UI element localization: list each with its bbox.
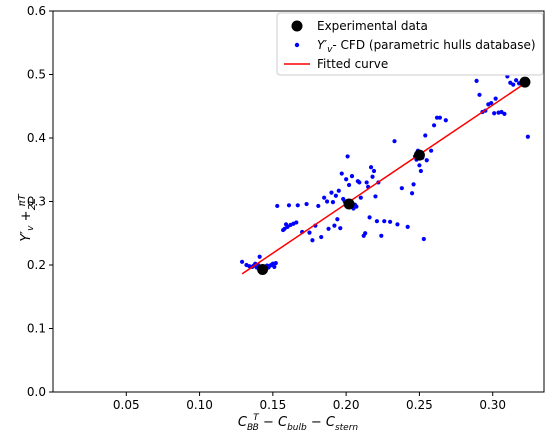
cfd-point <box>358 195 363 200</box>
y-tick-label: 0.0 <box>27 385 46 399</box>
cfd-point <box>335 217 340 222</box>
plot-area <box>239 74 531 275</box>
y-axis-label: Y′v + πT2L <box>17 193 38 241</box>
cfd-point <box>492 111 497 116</box>
cfd-point <box>399 186 404 191</box>
legend-label-fitted: Fitted curve <box>317 57 388 71</box>
legend-marker-cfd <box>294 42 300 48</box>
cfd-point <box>338 226 343 231</box>
cfd-point <box>418 168 423 174</box>
cfd-point <box>367 215 372 220</box>
cfd-point <box>354 204 359 209</box>
cfd-point <box>417 163 422 168</box>
cfd-point <box>370 174 375 179</box>
y-tick-label: 0.2 <box>27 258 46 272</box>
cfd-point <box>409 191 415 196</box>
cfd-point <box>405 224 410 229</box>
legend-marker-experimental <box>291 20 303 32</box>
cfd-point <box>373 194 378 199</box>
cfd-point <box>295 203 300 208</box>
cfd-point <box>332 223 337 228</box>
cfd-point <box>357 180 362 185</box>
cfd-point <box>379 233 384 238</box>
fitted-curve <box>241 82 526 275</box>
cfd-point <box>474 78 479 83</box>
axis-ticks: 0.05 0.10 0.15 0.20 0.25 0.30 0.0 0.1 0.2 0.3 0.4 0… <box>27 4 545 412</box>
y-tick-label: 0.4 <box>27 131 46 145</box>
legend-frame <box>276 12 544 76</box>
x-tick-label: 0.10 <box>186 398 213 412</box>
svg-text:Y′v + πT2L: Y′v + πT2L <box>17 193 38 241</box>
cfd-point <box>346 182 352 188</box>
cfd-point <box>307 230 312 235</box>
legend: Experimental data Y′v- CFD (parametric h… <box>276 12 544 76</box>
cfd-point <box>429 148 434 153</box>
cfd-point <box>286 203 292 208</box>
cfd-point <box>525 134 530 139</box>
cfd-point <box>319 234 324 240</box>
cfd-point <box>344 177 349 182</box>
cfd-point <box>514 78 519 83</box>
cfd-point <box>294 220 299 225</box>
cfd-point <box>371 168 377 174</box>
cfd-point <box>437 115 443 120</box>
cfd-point <box>477 92 482 97</box>
cfd-point <box>275 203 280 209</box>
cfd-point <box>239 259 245 264</box>
y-tick-label: 0.3 <box>27 195 46 209</box>
y-tick-label: 0.5 <box>27 68 46 82</box>
cfd-point <box>511 82 516 87</box>
cfd-point <box>324 199 330 204</box>
y-tick-label: 0.1 <box>27 322 46 336</box>
cfd-point <box>316 203 321 209</box>
cfd-point <box>411 182 416 187</box>
legend-label-experimental: Experimental data <box>317 19 428 33</box>
cfd-point <box>322 195 327 200</box>
cfd-point <box>392 139 397 144</box>
cfd-point <box>374 219 380 224</box>
cfd-point <box>329 190 334 195</box>
legend-label-cfd: Y′v- CFD (parametric hulls database) <box>317 38 536 55</box>
experimental-point <box>257 263 269 275</box>
cfd-point <box>423 133 428 138</box>
x-tick-label: 0.30 <box>479 398 506 412</box>
x-tick-label: 0.05 <box>113 398 140 412</box>
cfd-point <box>431 123 437 128</box>
cfd-point <box>364 180 369 185</box>
cfd-point <box>257 254 262 259</box>
cfd-point <box>489 100 494 106</box>
cfd-point <box>326 226 331 231</box>
x-tick-label: 0.25 <box>406 398 433 412</box>
cfd-point <box>502 111 507 116</box>
cfd-point <box>273 260 278 266</box>
cfd-point <box>424 158 429 163</box>
cfd-point <box>330 200 336 205</box>
cfd-point <box>336 188 341 193</box>
experimental-point <box>413 149 425 161</box>
cfd-point <box>310 238 315 243</box>
x-axis-label: CBT B − Cbulb − Cstern <box>238 413 359 433</box>
cfd-point <box>493 96 498 101</box>
cfd-point <box>395 222 400 227</box>
cfd-point <box>388 219 393 224</box>
cfd-point <box>434 115 440 120</box>
cfd-point <box>345 154 350 159</box>
cfd-point <box>304 201 309 207</box>
cfd-point <box>443 118 448 123</box>
cfd-point <box>272 264 277 270</box>
x-tick-label: 0.15 <box>259 398 286 412</box>
cfd-point <box>368 165 374 170</box>
cfd-point <box>349 174 355 179</box>
cfd-point <box>339 171 344 176</box>
cfd-point <box>363 231 368 236</box>
y-tick-label: 0.6 <box>27 4 46 18</box>
cfd-point <box>421 236 426 242</box>
experimental-point <box>343 198 355 210</box>
experimental-point <box>519 76 531 88</box>
x-tick-label: 0.20 <box>333 398 360 412</box>
cfd-point <box>333 193 338 198</box>
cfd-point <box>382 219 387 224</box>
